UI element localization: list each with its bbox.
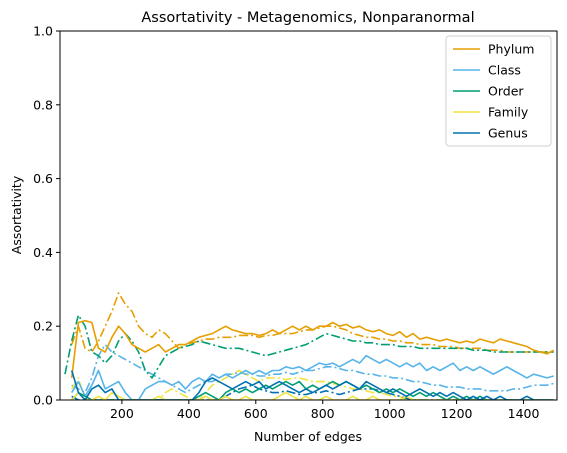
legend-label: Family: [488, 105, 529, 120]
series-line-6: [71, 343, 554, 394]
chart-title: Assortativity - Metagenomics, Nonparanor…: [141, 10, 474, 26]
x-tick-label: 200: [110, 406, 134, 421]
legend-label: Class: [488, 63, 521, 78]
legend: Phylum Class Order Family Genus: [445, 35, 552, 147]
plot-frame: [59, 30, 558, 401]
x-tick-label: 1200: [441, 406, 473, 421]
series-line-8: [71, 369, 554, 400]
x-tick-label: 800: [311, 406, 335, 421]
series-line-2: [71, 380, 554, 400]
series-line-1: [71, 354, 554, 400]
x-axis-label: Number of edges: [254, 429, 362, 444]
y-axis-ticks: 0.0 0.2 0.4 0.6 0.8 1.0: [33, 24, 60, 408]
x-tick-label: 1000: [374, 406, 406, 421]
x-axis-ticks: 200 400 600 800 1000 1200 1400: [110, 400, 539, 421]
legend-label: Phylum: [488, 42, 534, 57]
plot-lines: [64, 292, 555, 400]
y-tick-label: 0.2: [33, 319, 53, 334]
series-line-4: [70, 370, 554, 400]
y-axis-label: Assortativity: [9, 175, 24, 254]
x-tick-label: 400: [177, 406, 201, 421]
y-tick-label: 0.8: [33, 97, 53, 112]
legend-label: Order: [488, 84, 524, 99]
y-tick-label: 0.4: [33, 245, 53, 260]
legend-box: [445, 35, 552, 147]
series-line-0: [70, 319, 555, 378]
y-tick-label: 0.6: [33, 171, 53, 186]
legend-label: Genus: [488, 126, 528, 141]
legend-items: Phylum Class Order Family Genus: [453, 42, 534, 141]
x-tick-label: 1400: [508, 406, 540, 421]
y-tick-label: 0.0: [33, 393, 53, 408]
x-tick-label: 600: [244, 406, 268, 421]
axes-frame: [59, 30, 558, 401]
y-tick-label: 1.0: [33, 24, 53, 39]
series-line-7: [64, 314, 554, 379]
